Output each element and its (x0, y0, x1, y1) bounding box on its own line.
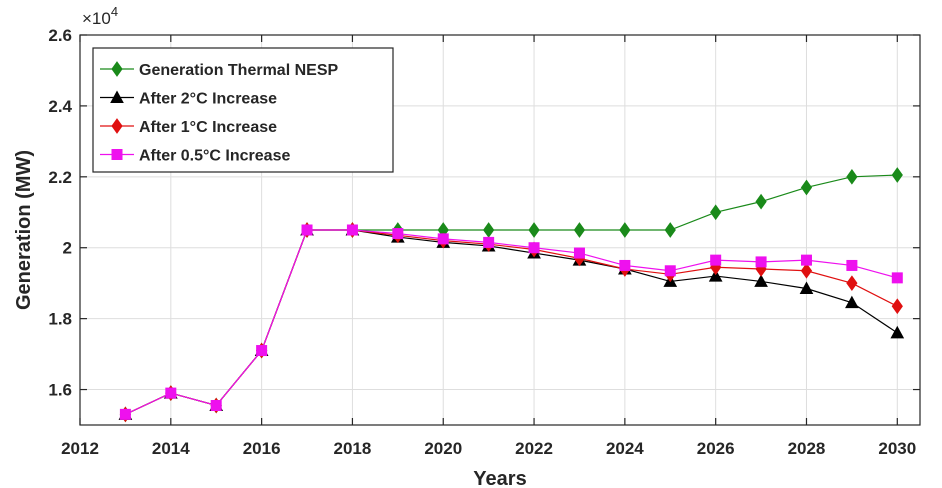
data-point (800, 254, 812, 266)
data-point (708, 269, 723, 282)
data-point (392, 228, 404, 240)
data-point (754, 274, 768, 287)
y-tick-label: 1.8 (48, 310, 72, 329)
y-tick-label: 2.6 (48, 26, 72, 45)
x-axis-title: Years (473, 468, 526, 488)
data-point (755, 256, 767, 268)
y-tick-label: 2 (63, 239, 72, 258)
legend-box (92, 47, 394, 173)
series-group (118, 167, 905, 423)
x-tick-label: 2028 (788, 439, 826, 458)
data-point (256, 345, 268, 357)
legend-label: After 0.5°C Increase (139, 148, 290, 165)
x-tick-label: 2022 (515, 439, 553, 458)
x-tick-labels: 2012 2014 2016 2018 2020 2022 2024 2026 2028 2030 (61, 439, 916, 458)
data-point (301, 224, 313, 236)
x-tick-label: 2016 (243, 439, 281, 458)
x-tick-label: 2024 (606, 439, 644, 458)
y-axis-title: Generation (MW) (13, 150, 35, 310)
data-point (845, 295, 859, 309)
legend-item: Generation Thermal NESP (100, 61, 338, 79)
y-exponent-label: ×104 (82, 4, 118, 28)
y-tick-label: 1.6 (48, 381, 72, 400)
data-point (799, 281, 814, 294)
legend-marker (111, 118, 123, 134)
data-point (891, 298, 903, 315)
data-point (483, 236, 495, 248)
data-point (755, 193, 767, 210)
data-point (710, 254, 722, 266)
x-tick-label: 2030 (878, 439, 916, 458)
data-point (800, 179, 813, 196)
x-tick-label: 2014 (152, 439, 190, 458)
legend-item: After 1°C Increase (100, 118, 277, 136)
legend-marker (111, 61, 123, 77)
data-point (573, 247, 585, 259)
data-point (619, 222, 631, 238)
legend: Generation Thermal NESP After 2°C Increas… (92, 47, 394, 173)
x-tick-label: 2026 (697, 439, 735, 458)
x-tick-label: 2018 (334, 439, 372, 458)
data-point (846, 259, 858, 271)
legend-label: After 2°C Increase (139, 91, 277, 108)
data-point (619, 259, 631, 271)
data-point (800, 262, 813, 279)
legend-label: After 1°C Increase (139, 119, 277, 136)
y-tick-label: 2.2 (48, 168, 72, 187)
legend-item: After 2°C Increase (100, 90, 277, 108)
data-point (210, 400, 222, 411)
data-point (890, 325, 905, 339)
x-tick-label: 2012 (61, 439, 99, 458)
axis-ticks (79, 34, 920, 425)
data-point (165, 387, 177, 399)
x-tick-label: 2020 (424, 439, 462, 458)
y-tick-labels: 1.6 1.8 2 2.2 2.4 2.6 (48, 26, 72, 400)
data-point (664, 222, 676, 238)
data-point (573, 222, 586, 238)
data-point (528, 242, 540, 254)
data-point (710, 204, 722, 221)
data-point (664, 265, 676, 277)
legend-label: Generation Thermal NESP (139, 62, 338, 79)
data-point (891, 167, 903, 183)
data-point (528, 222, 540, 238)
series-line (125, 229, 898, 415)
series-3 (119, 224, 903, 420)
plot-area (79, 34, 921, 426)
data-point (846, 275, 858, 292)
data-point (119, 408, 131, 420)
data-point (846, 168, 858, 185)
y-tick-label: 2.4 (48, 97, 72, 116)
data-point (891, 272, 903, 284)
legend-marker (111, 149, 123, 160)
data-point (437, 233, 449, 245)
legend-item: After 0.5°C Increase (100, 148, 290, 165)
data-point (346, 224, 358, 236)
legend-marker (110, 90, 124, 103)
